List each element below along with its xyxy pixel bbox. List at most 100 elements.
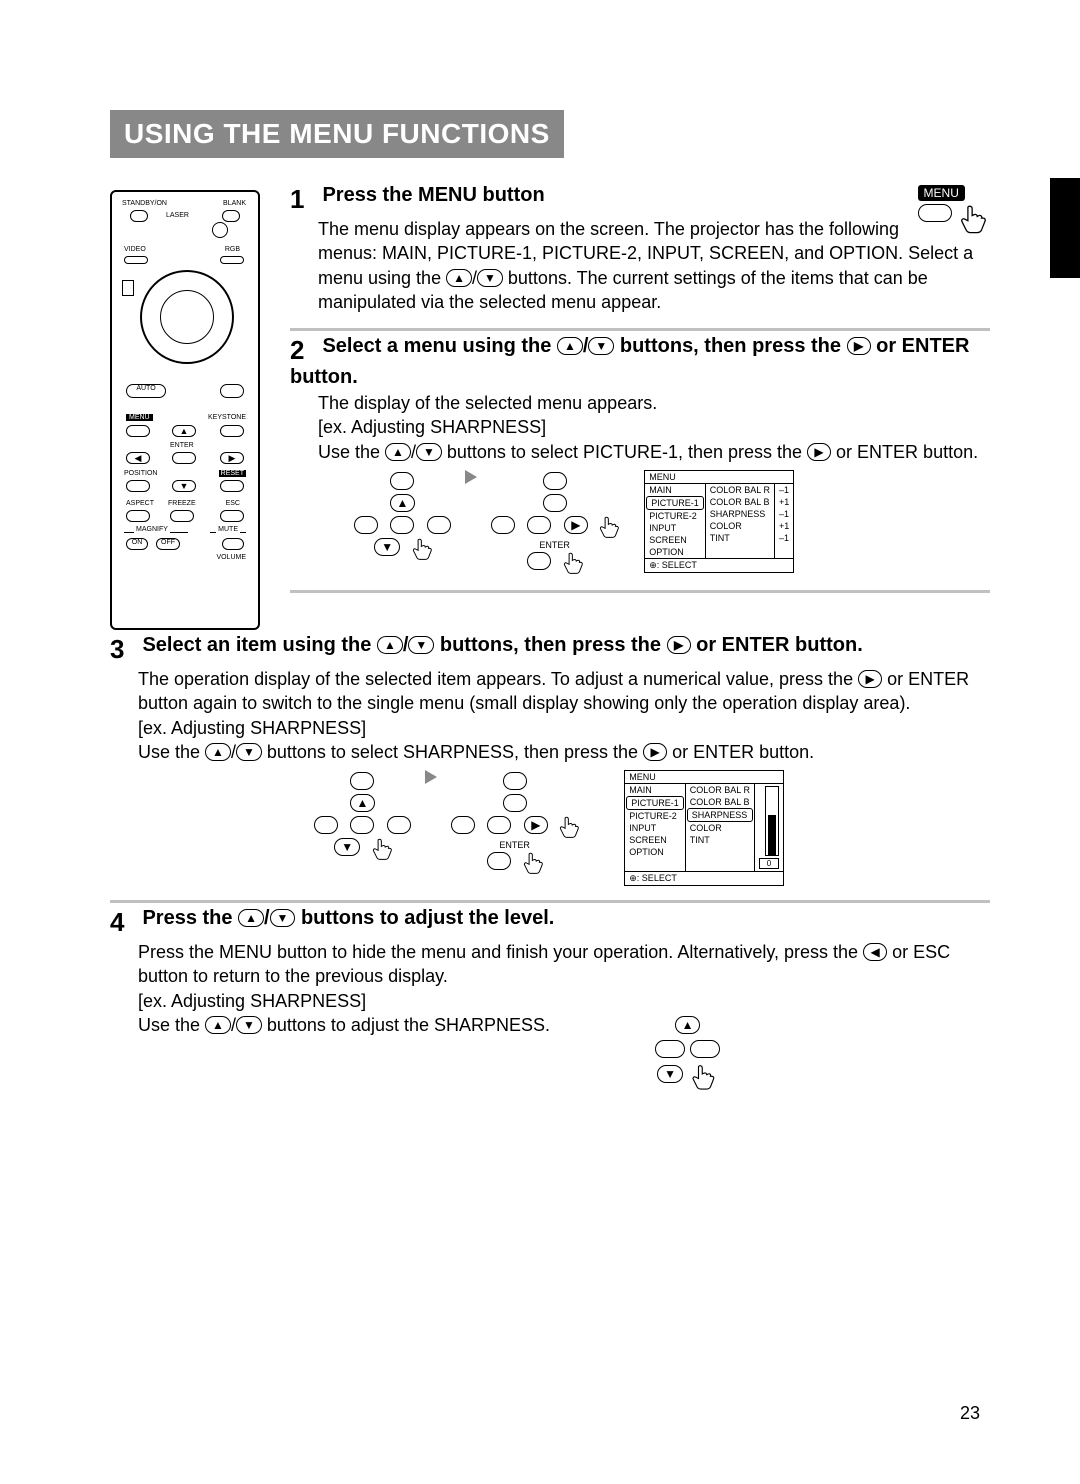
remote-button <box>172 452 196 464</box>
step-number: 3 <box>110 634 138 665</box>
button-icon <box>350 816 374 834</box>
text: Use the <box>138 742 205 762</box>
remote-button <box>220 384 244 398</box>
up-button-icon: ▲ <box>675 1016 701 1034</box>
text: The operation display of the selected it… <box>138 669 858 689</box>
step-heading: Select an item using the ▲/▼ buttons, th… <box>142 634 862 656</box>
button-icon <box>390 516 414 534</box>
right-button-icon: ▶ <box>807 443 831 461</box>
remote-button: ▶ <box>220 452 244 464</box>
text: Use the <box>138 1015 205 1035</box>
remote-label: STANDBY/ON <box>122 200 167 207</box>
button-icon <box>655 1040 685 1058</box>
remote-button <box>212 222 228 238</box>
step-heading: Select a menu using the ▲/▼ buttons, the… <box>290 335 969 388</box>
text: buttons to adjust the SHARPNESS. <box>267 1015 550 1035</box>
text: or ENTER button. <box>696 634 863 656</box>
remote-button: OFF <box>156 538 180 550</box>
up-button-icon: ▲ <box>205 1016 231 1034</box>
remote-label: RGB <box>225 246 240 253</box>
button-icon <box>503 794 527 812</box>
hand-icon <box>556 814 582 840</box>
button-cluster: ▶ ENTER <box>447 770 582 876</box>
button-icon <box>543 472 567 490</box>
remote-label: MUTE <box>216 526 240 533</box>
text: Use the <box>318 442 385 462</box>
remote-label: LASER <box>166 212 189 219</box>
enter-label: ENTER <box>447 840 582 850</box>
remote-button <box>130 210 148 222</box>
button-cluster: ▲ ▼ <box>310 770 415 862</box>
side-tab <box>1050 178 1080 278</box>
down-button-icon: ▼ <box>334 838 360 856</box>
up-button-icon: ▲ <box>446 269 472 287</box>
step-2: 2 Select a menu using the ▲/▼ buttons, t… <box>290 331 990 593</box>
step-heading: Press the MENU button <box>322 184 544 206</box>
remote-button: AUTO <box>126 384 166 398</box>
remote-button <box>126 480 150 492</box>
arrow-icon <box>465 470 477 484</box>
step-body: Press the MENU button to hide the menu a… <box>138 940 990 1091</box>
up-button-icon: ▲ <box>385 443 411 461</box>
text: Press the <box>142 907 238 929</box>
down-button-icon: ▼ <box>236 743 262 761</box>
left-button-icon: ◀ <box>863 943 887 961</box>
button-icon <box>527 516 551 534</box>
step-body: The operation display of the selected it… <box>138 667 990 764</box>
button-icon <box>354 516 378 534</box>
text: buttons to select PICTURE-1, then press … <box>447 442 807 462</box>
button-cluster: ▲ ▼ <box>350 470 455 562</box>
text: Select an item using the <box>142 634 377 656</box>
down-button-icon: ▼ <box>270 909 296 927</box>
up-button-icon: ▲ <box>377 636 403 654</box>
remote-label: VOLUME <box>216 554 246 561</box>
remote-button: ▲ <box>172 425 196 437</box>
remote-button <box>126 425 150 437</box>
down-button-icon: ▼ <box>408 636 434 654</box>
remote-label: ASPECT <box>126 500 154 507</box>
text: [ex. Adjusting SHARPNESS] <box>138 718 366 738</box>
hand-icon <box>409 536 435 562</box>
step-heading: Press the ▲/▼ buttons to adjust the leve… <box>142 907 554 929</box>
page-number: 23 <box>960 1403 980 1424</box>
right-button-icon: ▶ <box>564 516 588 534</box>
button-cluster: ▶ ENTER <box>487 470 622 576</box>
text: buttons, then press the <box>620 335 847 357</box>
step-number: 1 <box>290 184 318 215</box>
remote-label-menu: MENU <box>126 414 153 421</box>
remote-button: ▼ <box>172 480 196 492</box>
remote-label: ENTER <box>170 442 194 449</box>
enter-label: ENTER <box>487 540 622 550</box>
menu-button-icon: MENU <box>918 185 965 201</box>
down-button-icon: ▼ <box>657 1065 683 1083</box>
remote-button <box>220 510 244 522</box>
down-button-icon: ▼ <box>374 538 400 556</box>
remote-label: MAGNIFY <box>134 526 170 533</box>
button-icon <box>387 816 411 834</box>
remote-label: RESET <box>219 470 246 477</box>
button-icon <box>350 772 374 790</box>
text: Press the MENU button to hide the menu a… <box>138 942 863 962</box>
button-icon <box>427 516 451 534</box>
section-title: USING THE MENU FUNCTIONS <box>110 110 564 158</box>
hand-icon <box>956 202 990 236</box>
button-icon <box>690 1040 720 1058</box>
text: buttons to select SHARPNESS, then press … <box>267 742 643 762</box>
button-icon <box>918 204 952 222</box>
text: Select a menu using the <box>322 335 557 357</box>
remote-button <box>222 210 240 222</box>
down-button-icon: ▼ <box>588 337 614 355</box>
menu-display: MENUMAINPICTURE-1PICTURE-2INPUTSCREENOPT… <box>624 770 784 886</box>
remote-icon <box>122 280 134 296</box>
button-icon <box>491 516 515 534</box>
button-icon <box>503 772 527 790</box>
step-1: 1 Press the MENU button MENU The menu di… <box>290 180 990 331</box>
button-icon <box>543 494 567 512</box>
text: [ex. Adjusting SHARPNESS] <box>138 991 366 1011</box>
hand-icon <box>560 550 586 576</box>
remote-control-diagram: STANDBY/ON BLANK LASER VIDEO RGB AUTO ME… <box>110 190 260 630</box>
right-button-icon: ▶ <box>643 743 667 761</box>
step-4: 4 Press the ▲/▼ buttons to adjust the le… <box>110 903 990 1105</box>
up-button-icon: ▲ <box>557 337 583 355</box>
remote-button: ◀ <box>126 452 150 464</box>
